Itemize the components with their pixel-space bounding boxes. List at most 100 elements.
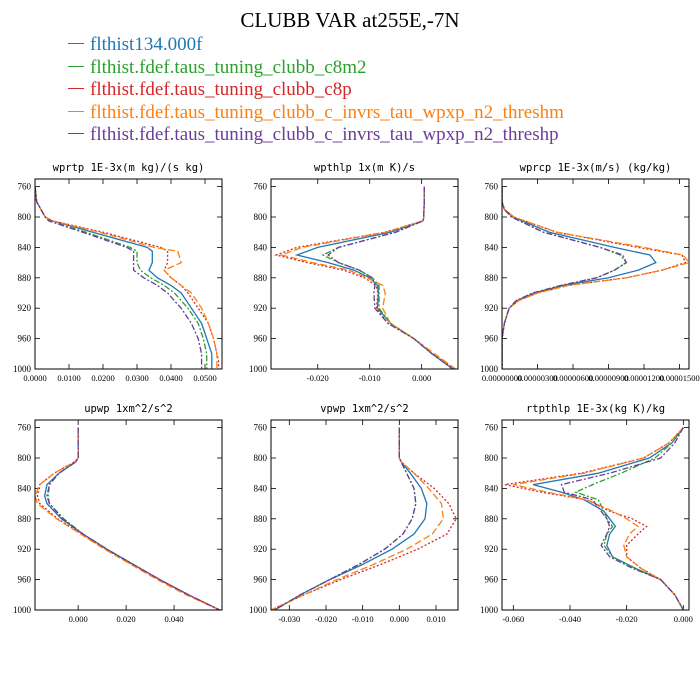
panel-2-ytick-label-2: 840 [485, 242, 499, 252]
panel-0-ytick-label-5: 960 [18, 334, 32, 344]
panel-2-ytick-label-6: 1000 [480, 364, 499, 374]
panel-title-0: wprtp 1E-3x(m kg)/(s kg) [53, 162, 205, 174]
panel-0-series-0 [35, 186, 213, 369]
panel-2-ytick-label-3: 880 [485, 273, 499, 283]
panel-2-xtick-label-4: 0.00001200 [624, 373, 664, 383]
legend-item-2: flthist.fdef.taus_tuning_clubb_c8p [68, 79, 564, 102]
panel-0-ytick-label-3: 880 [18, 273, 32, 283]
panel-4-xtick-label-0: -0.030 [278, 614, 300, 624]
panel-1-ytick-label-2: 840 [254, 242, 268, 252]
panel-frame-3 [34, 419, 223, 611]
legend-item-3: flthist.fdef.taus_tuning_clubb_c_invrs_t… [68, 102, 564, 125]
legend-item-1: flthist.fdef.taus_tuning_clubb_c8m2 [68, 57, 564, 80]
panel-title-3: upwp 1xm^2/s^2 [84, 403, 173, 415]
panel-1-series-3 [279, 186, 456, 369]
legend-line-1 [68, 65, 84, 67]
panel-3-ytick-label-2: 840 [18, 483, 32, 493]
legend-label-1: flthist.fdef.taus_tuning_clubb_c8m2 [90, 56, 367, 78]
legend-line-2 [68, 88, 84, 90]
panel-2-ytick-label-4: 920 [485, 303, 499, 313]
panel-frame-4 [270, 419, 459, 611]
panel-1-series-0 [294, 186, 454, 369]
panel-0-xtick-label-0: 0.0000 [23, 373, 46, 383]
panel-5-xtick-label-2: -0.020 [616, 614, 638, 624]
panel-1-ytick-label-6: 1000 [249, 364, 268, 374]
panel-2-series-3 [502, 186, 689, 369]
panel-2-xtick-label-1: 0.00000300 [517, 373, 557, 383]
panel-title-4: vpwp 1xm^2/s^2 [320, 403, 409, 415]
panel-frame-5 [501, 419, 690, 611]
panel-5-ytick-label-4: 920 [485, 544, 499, 554]
panel-1-ytick-label-1: 800 [254, 212, 268, 222]
panel-5-ytick-label-0: 760 [485, 423, 499, 433]
panel-1: wpthlp 1x(m K)/s 760 800 840 880 920 960 1000 -0… [249, 162, 459, 383]
panel-2-xtick-label-5: 0.00001500 [659, 373, 699, 383]
panel-title-1: wpthlp 1x(m K)/s [314, 162, 415, 174]
panel-4-xtick-label-4: 0.010 [426, 614, 445, 624]
panel-3-ytick-label-3: 880 [18, 514, 32, 524]
panel-3-ytick-label-1: 800 [18, 453, 32, 463]
legend-label-3: flthist.fdef.taus_tuning_clubb_c_invrs_t… [90, 101, 564, 123]
panel-4-ytick-label-1: 800 [254, 453, 268, 463]
legend-label-2: flthist.fdef.taus_tuning_clubb_c8p [90, 79, 352, 100]
panel-1-ytick-label-5: 960 [254, 334, 268, 344]
panel-0-ytick-label-6: 1000 [13, 364, 32, 374]
panel-4-ytick-label-6: 1000 [249, 605, 268, 615]
panel-4-ytick-label-0: 760 [254, 423, 268, 433]
panel-5-xtick-label-1: -0.040 [559, 614, 581, 624]
panel-3-xtick-label-1: 0.020 [117, 614, 136, 624]
panel-5: rtpthlp 1E-3x(kg K)/kg 760 800 840 880 920 960… [480, 403, 693, 624]
panel-2-xtick-label-0: 0.00000000 [482, 373, 522, 383]
panel-1-series-2 [273, 186, 456, 369]
panel-5-series-2 [504, 427, 684, 610]
panel-0-series-3 [35, 186, 218, 369]
panel-0-ytick-label-4: 920 [18, 303, 32, 313]
panel-5-ytick-label-6: 1000 [480, 605, 499, 615]
panel-4-ytick-label-4: 920 [254, 544, 268, 554]
panel-2-series-0 [502, 186, 657, 369]
panel-0-xtick-label-3: 0.0300 [125, 373, 148, 383]
panel-4-xtick-label-3: 0.000 [390, 614, 409, 624]
panel-5-xtick-label-3: 0.000 [674, 614, 693, 624]
panel-title-2: wprcp 1E-3x(m/s) (kg/kg) [520, 162, 672, 174]
panel-3-ytick-label-5: 960 [18, 575, 32, 585]
panel-4-series-0 [274, 427, 428, 610]
panel-3-ytick-label-4: 920 [18, 544, 32, 554]
panel-3-xtick-label-2: 0.040 [164, 614, 183, 624]
legend: flthist134.000f flthist.fdef.taus_tuning… [68, 34, 564, 147]
panel-2: wprcp 1E-3x(m/s) (kg/kg) 760 800 840 880 920 9… [480, 162, 700, 383]
panel-title-5: rtpthlp 1E-3x(kg K)/kg [526, 403, 665, 415]
panel-1-xtick-label-0: -0.020 [307, 373, 329, 383]
panel-0-xtick-label-1: 0.0100 [57, 373, 80, 383]
panel-3-series-4 [46, 427, 220, 610]
panel-4-series-2 [271, 427, 457, 610]
legend-label-0: flthist134.000f [90, 34, 203, 55]
panel-0-xtick-label-5: 0.0500 [193, 373, 216, 383]
legend-item-0: flthist134.000f [68, 34, 564, 57]
panel-4-ytick-label-3: 880 [254, 514, 268, 524]
panel-1-ytick-label-4: 920 [254, 303, 268, 313]
panel-3: upwp 1xm^2/s^2 760 800 840 880 920 960 1000 0.00… [13, 403, 223, 624]
panel-4-ytick-label-2: 840 [254, 483, 268, 493]
panel-0-series-2 [35, 186, 220, 369]
panel-4: vpwp 1xm^2/s^2 760 800 840 880 920 960 1000 -0.0… [249, 403, 459, 624]
panel-4-xtick-label-1: -0.020 [315, 614, 337, 624]
panel-0-series-4 [35, 186, 203, 369]
panel-1-ytick-label-0: 760 [254, 182, 268, 192]
panel-3-xtick-label-0: 0.000 [69, 614, 88, 624]
panel-5-series-0 [533, 427, 684, 610]
panel-2-xtick-label-3: 0.00000900 [588, 373, 628, 383]
panel-5-series-1 [573, 427, 684, 610]
legend-line-4 [68, 133, 84, 135]
panel-4-xtick-label-2: -0.010 [352, 614, 374, 624]
panel-1-ytick-label-3: 880 [254, 273, 268, 283]
panel-1-series-1 [321, 186, 454, 369]
panel-frame-2 [501, 178, 690, 370]
panel-frame-0 [34, 178, 223, 370]
panel-5-ytick-label-5: 960 [485, 575, 499, 585]
panel-0-ytick-label-1: 800 [18, 212, 32, 222]
panel-0: wprtp 1E-3x(m kg)/(s kg) 760 800 840 880 920 9… [13, 162, 223, 383]
panel-2-series-4 [502, 186, 628, 369]
panel-4-series-4 [274, 427, 417, 610]
